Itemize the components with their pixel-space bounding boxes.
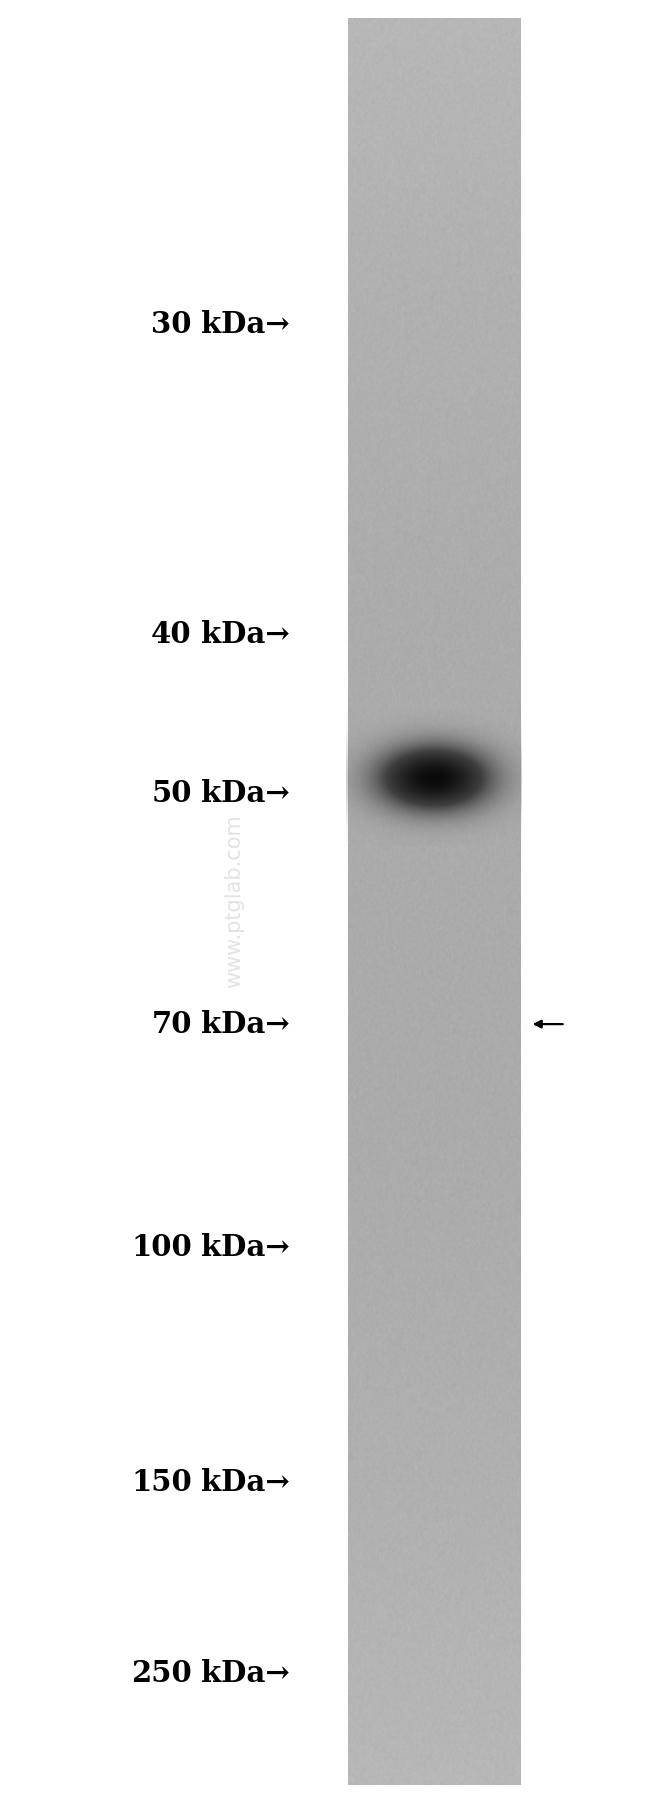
Text: kDa→: kDa→: [202, 779, 291, 808]
Text: kDa→: kDa→: [202, 1233, 291, 1262]
Text: kDa→: kDa→: [202, 1010, 291, 1039]
Text: 40: 40: [151, 620, 192, 649]
Text: 100: 100: [131, 1233, 192, 1262]
Text: 70: 70: [151, 1010, 192, 1039]
Text: 150: 150: [131, 1468, 192, 1496]
Text: 250: 250: [131, 1659, 192, 1688]
Text: 30: 30: [151, 310, 192, 339]
Text: kDa→: kDa→: [202, 620, 291, 649]
Text: kDa→: kDa→: [202, 1468, 291, 1496]
Text: www.ptglab.com: www.ptglab.com: [224, 815, 244, 988]
Text: 50: 50: [151, 779, 192, 808]
Text: kDa→: kDa→: [202, 310, 291, 339]
Text: kDa→: kDa→: [202, 1659, 291, 1688]
